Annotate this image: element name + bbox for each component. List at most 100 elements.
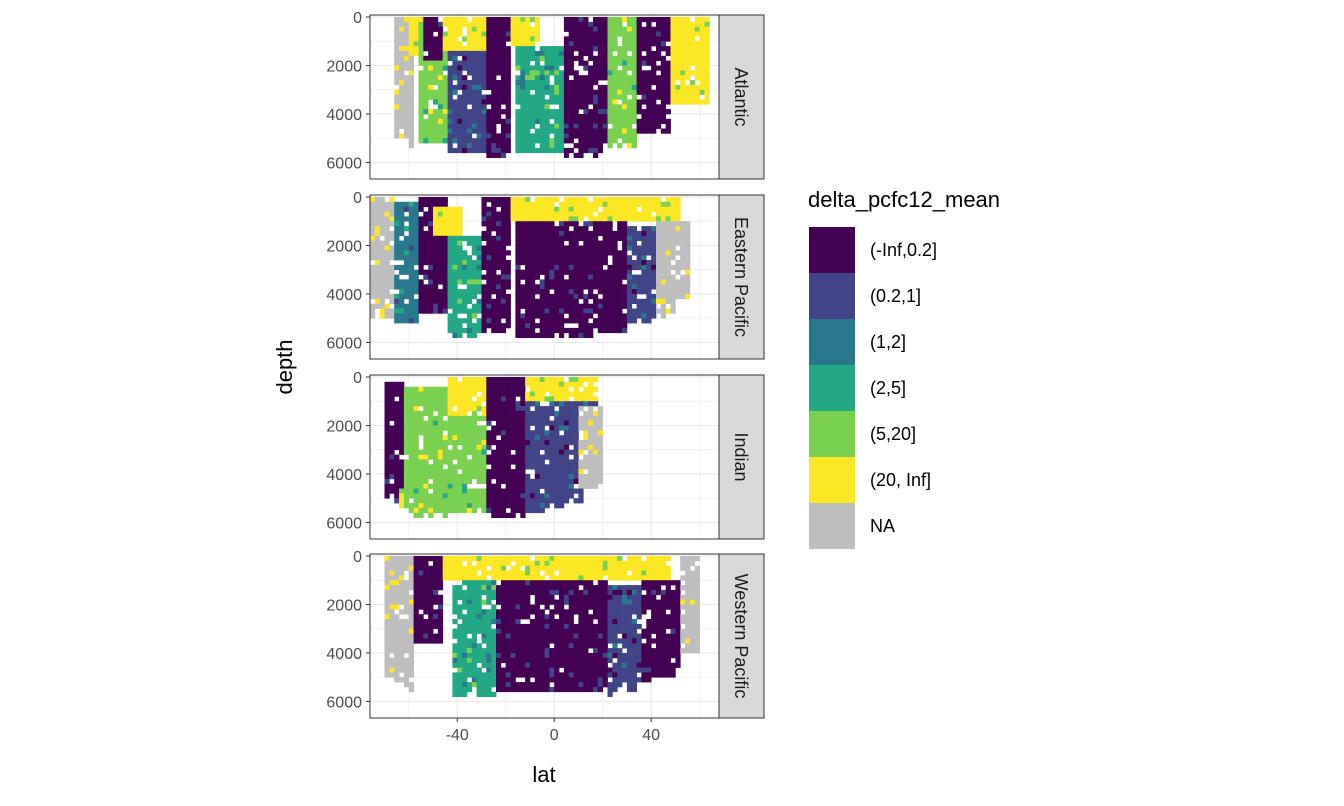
- heat-cell: [554, 264, 560, 271]
- heat-cell: [384, 449, 390, 455]
- heat-cell: [471, 415, 477, 421]
- heat-cell: [583, 459, 589, 465]
- heat-cell: [452, 677, 458, 683]
- heat-cell: [515, 377, 521, 383]
- heat-cell: [442, 570, 448, 576]
- heat-cell: [389, 614, 395, 620]
- heat-cell: [423, 197, 429, 203]
- heat-cell: [539, 464, 545, 470]
- heat-cell: [447, 469, 453, 475]
- heat-cell: [457, 381, 463, 387]
- heat-cell: [476, 264, 482, 271]
- heat-cell: [471, 469, 477, 475]
- heat-cell: [447, 420, 453, 426]
- heat-cell: [466, 36, 473, 42]
- heat-cell: [520, 609, 526, 615]
- heat-cell: [384, 284, 390, 290]
- heat-cell: [476, 128, 482, 134]
- heat-cell: [491, 628, 497, 634]
- heat-cell: [423, 245, 429, 251]
- heat-cell: [612, 260, 618, 266]
- heat-cell: [428, 65, 434, 71]
- heat-cell: [578, 498, 584, 504]
- heat-cell: [660, 104, 666, 110]
- heat-cell: [403, 667, 410, 673]
- heat-cell: [442, 109, 448, 115]
- heat-cell: [602, 123, 608, 129]
- heat-cell: [573, 104, 579, 110]
- heat-cell: [549, 109, 555, 115]
- heat-cell: [626, 65, 633, 71]
- heat-cell: [423, 138, 429, 144]
- heat-cell: [384, 653, 390, 659]
- heat-cell: [656, 118, 662, 124]
- heat-cell: [433, 99, 439, 105]
- heat-cell: [408, 36, 414, 42]
- heat-cell: [636, 104, 642, 110]
- heat-cell: [588, 269, 594, 275]
- heat-cell: [491, 570, 497, 576]
- heat-cell: [554, 401, 560, 407]
- heat-cell: [457, 84, 463, 91]
- heat-cell: [617, 123, 623, 129]
- heat-cell: [481, 327, 487, 334]
- heat-cell: [408, 570, 414, 576]
- heat-cell: [530, 609, 536, 615]
- heat-cell: [471, 70, 477, 76]
- heat-cell: [452, 89, 458, 95]
- heat-cell: [408, 604, 414, 610]
- heat-cell: [704, 99, 710, 105]
- heat-cell: [685, 26, 691, 32]
- heat-cell: [418, 425, 424, 431]
- heat-cell: [554, 488, 560, 494]
- heat-cell: [413, 250, 419, 256]
- heat-cell: [559, 99, 565, 105]
- heat-cell: [466, 444, 473, 451]
- heat-cell: [500, 201, 507, 207]
- heat-cell: [549, 377, 555, 383]
- heat-cell: [486, 648, 492, 654]
- heat-cell: [578, 118, 584, 124]
- heat-cell: [428, 284, 434, 290]
- heat-cell: [656, 21, 662, 27]
- heat-cell: [563, 84, 570, 91]
- heat-cell: [622, 211, 628, 217]
- heat-cell: [573, 332, 579, 338]
- heat-cell: [471, 565, 477, 571]
- heat-cell: [457, 294, 463, 300]
- heat-cell: [496, 662, 502, 668]
- heat-cell: [399, 483, 405, 489]
- heat-cell: [617, 133, 623, 139]
- heat-cell: [539, 70, 545, 76]
- heat-cell: [481, 36, 487, 42]
- heat-cell: [505, 201, 511, 207]
- heat-cell: [442, 274, 448, 280]
- heat-cell: [384, 250, 390, 256]
- heat-cell: [466, 260, 473, 266]
- heat-cell: [466, 425, 473, 431]
- heat-cell: [656, 46, 662, 52]
- heat-cell: [534, 589, 540, 596]
- heat-cell: [505, 401, 511, 407]
- heat-cell: [447, 507, 453, 514]
- heat-cell: [471, 507, 477, 514]
- heat-cell: [442, 75, 448, 81]
- heat-cell: [452, 377, 458, 383]
- heat-cell: [462, 619, 468, 625]
- heat-cell: [389, 206, 395, 212]
- heat-cell: [437, 279, 444, 285]
- heat-cell: [573, 498, 579, 504]
- heat-cell: [593, 260, 599, 266]
- heat-cell: [597, 323, 603, 329]
- heat-cell: [408, 123, 414, 129]
- heat-cell: [680, 99, 686, 105]
- heat-cell: [505, 682, 511, 688]
- heat-cell: [539, 386, 545, 392]
- heat-cell: [549, 381, 555, 387]
- heat-cell: [520, 133, 526, 139]
- heat-cell: [486, 99, 492, 105]
- heat-cell: [646, 41, 652, 47]
- heat-cell: [457, 94, 463, 100]
- heat-cell: [515, 133, 521, 139]
- heat-cell: [680, 94, 686, 100]
